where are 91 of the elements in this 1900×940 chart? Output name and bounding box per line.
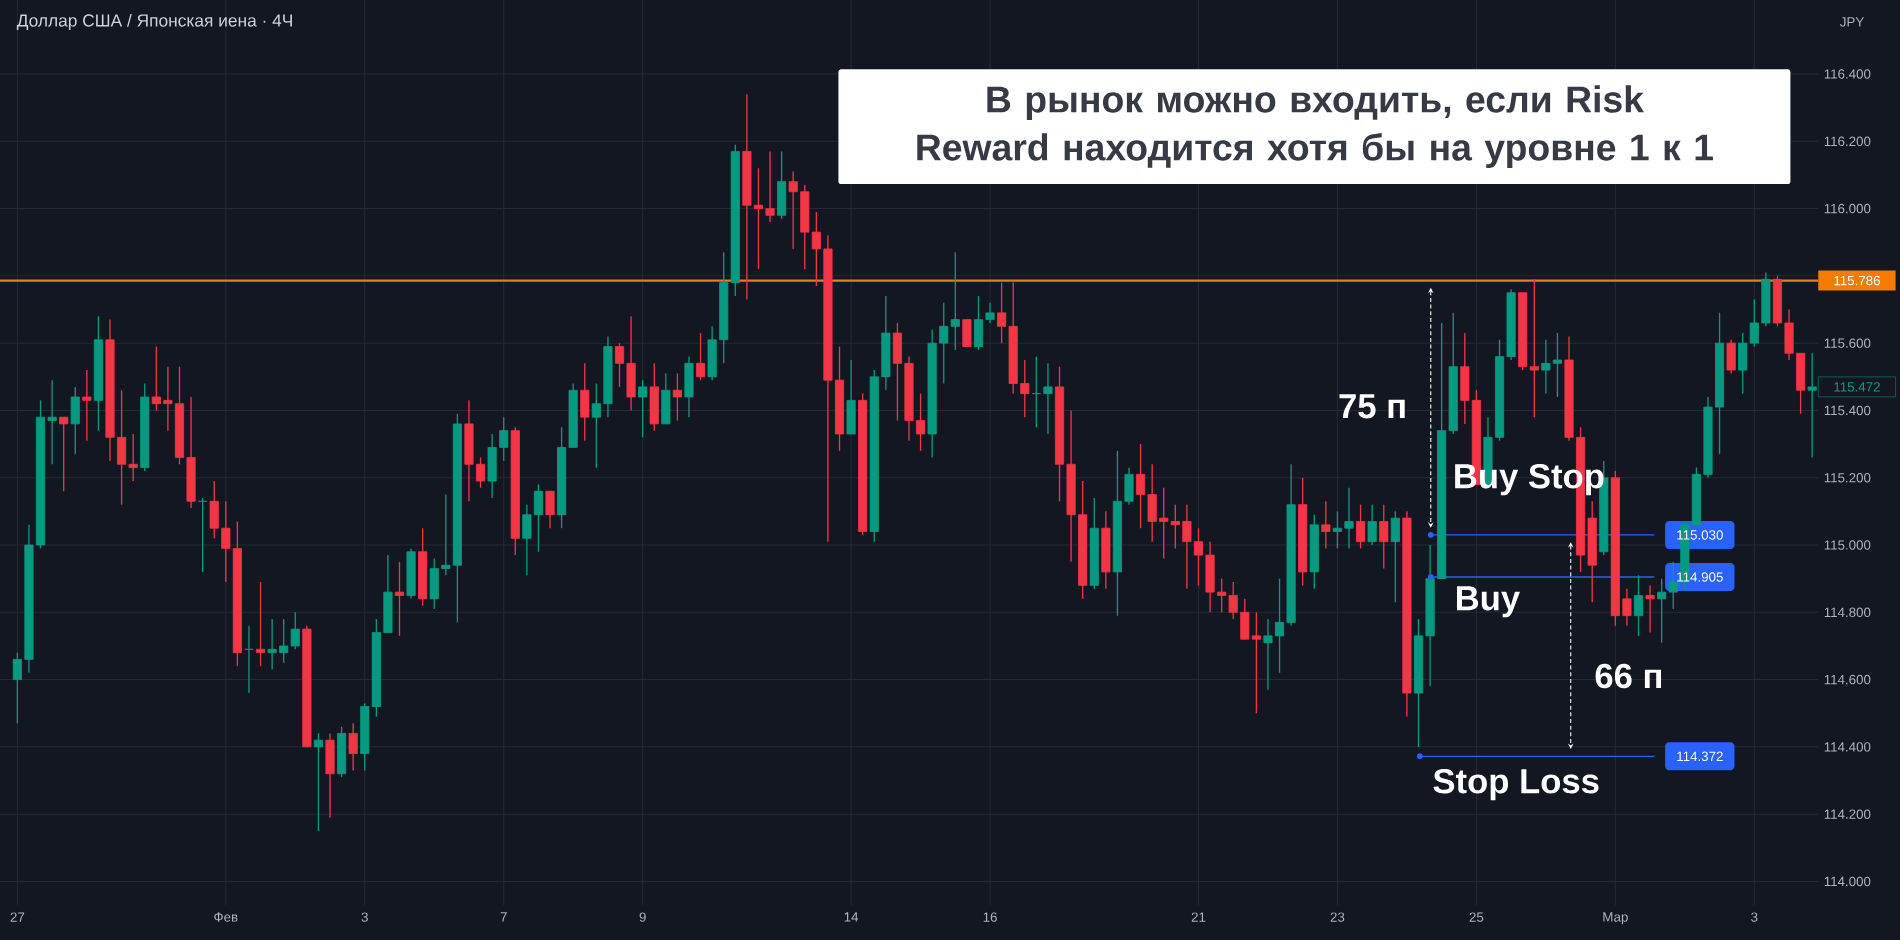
- candlestick: [1263, 618, 1273, 691]
- candlestick: [441, 493, 451, 576]
- candlestick: [997, 281, 1007, 344]
- candlestick: [1657, 577, 1667, 644]
- annotation: 66 п: [1595, 663, 1662, 689]
- candlestick: [128, 433, 138, 482]
- ref-line-label: 114.372: [1677, 751, 1723, 762]
- x-tick-label: 9: [639, 912, 646, 922]
- candlestick: [394, 561, 405, 637]
- y-tick-label: 115.600: [1824, 338, 1871, 348]
- candlestick: [614, 342, 625, 388]
- y-tick-label: 115.000: [1824, 540, 1871, 550]
- x-tick-label: 3: [361, 912, 368, 922]
- candlestick: [499, 416, 509, 462]
- candlestick: [1228, 581, 1238, 620]
- candlestick: [811, 211, 821, 287]
- candlestick: [221, 500, 231, 583]
- candlestick: [1356, 503, 1366, 550]
- candlestick: [1390, 510, 1400, 603]
- candlestick: [1379, 503, 1389, 570]
- candlestick: [151, 345, 161, 412]
- candlestick: [522, 503, 532, 576]
- x-tick-label: 25: [1469, 912, 1484, 922]
- candlestick: [1170, 503, 1180, 550]
- x-tick-label: 16: [983, 912, 997, 922]
- y-tick-label: 115.200: [1824, 473, 1871, 483]
- candlestick: [82, 369, 92, 442]
- x-tick-label: 21: [1191, 912, 1206, 922]
- candlestick: [916, 392, 926, 452]
- candlestick: [1367, 503, 1377, 546]
- candlestick: [788, 170, 798, 250]
- x-tick-label: 27: [10, 912, 25, 922]
- candlestick: [591, 382, 601, 469]
- candlestick: [1633, 574, 1644, 637]
- candlestick: [545, 490, 555, 529]
- candlestick: [1332, 510, 1342, 550]
- candlestick: [47, 379, 57, 465]
- candlestick: [1552, 332, 1563, 398]
- y-tick-label: 116.200: [1824, 136, 1871, 147]
- x-tick-label: 23: [1330, 912, 1345, 922]
- candlestick: [753, 167, 764, 270]
- x-tick-label: 7: [500, 912, 507, 922]
- ref-line-label: 115.786: [1834, 275, 1880, 286]
- candlestick: [1274, 577, 1285, 674]
- candlestick: [163, 366, 173, 432]
- candlestick: [267, 618, 277, 671]
- candlestick: [638, 379, 648, 439]
- candlestick: [533, 483, 544, 553]
- candlestick: [1645, 584, 1655, 634]
- candlestick: [672, 372, 682, 422]
- annotation: 75 п: [1339, 394, 1405, 419]
- x-tick-label: Мар: [1603, 912, 1628, 925]
- y-tick-label: 116.000: [1824, 203, 1871, 214]
- candlestick: [985, 302, 995, 324]
- candlestick: [12, 652, 22, 724]
- candlestick: [1668, 561, 1678, 610]
- candlestick: [1344, 487, 1354, 550]
- x-tick-label: 14: [844, 912, 859, 922]
- annotation: Buy: [1456, 586, 1520, 618]
- candlestick: [1541, 339, 1551, 395]
- text: Доллар США / Японская иена · 4Ч: [16, 13, 292, 31]
- candlestick: [475, 456, 486, 489]
- candlestick: [1622, 588, 1632, 627]
- annotation: В рынок можно входить, если Risk Reward находится хотя бы на уровне 1 к 1: [917, 85, 1713, 169]
- x-tick-label: 3: [1751, 912, 1758, 922]
- candlestick: [1182, 503, 1192, 590]
- y-tick-label: 114.800: [1824, 607, 1871, 618]
- candlestick: [1193, 527, 1204, 587]
- candlestick: [348, 722, 358, 772]
- y-axis-title: JPY: [1840, 17, 1864, 27]
- y-tick-label: 114.600: [1824, 674, 1871, 685]
- candlestick: [1217, 577, 1227, 613]
- candlestick: [1043, 362, 1053, 435]
- y-tick-label: 116.400: [1824, 69, 1871, 79]
- candlestick: [59, 416, 69, 492]
- candlestick: [1136, 443, 1146, 529]
- candlestick: [1159, 487, 1169, 560]
- y-tick-label: 115.400: [1824, 405, 1871, 416]
- candlestick: [1321, 500, 1331, 550]
- y-tick-label: 114.400: [1824, 742, 1871, 752]
- y-tick-label: 114.200: [1824, 809, 1871, 819]
- y-tick-label: 114.000: [1824, 876, 1871, 887]
- candlestick: [695, 332, 706, 381]
- candlestick: [313, 732, 324, 832]
- candlestick: [255, 581, 266, 667]
- candlestick: [1251, 611, 1261, 714]
- text: 115.472: [1834, 382, 1880, 392]
- candlestick: [765, 150, 775, 223]
- candlestick: [1020, 359, 1030, 418]
- annotation: Stop Loss: [1433, 768, 1599, 801]
- x-tick-label: Фев: [214, 912, 238, 922]
